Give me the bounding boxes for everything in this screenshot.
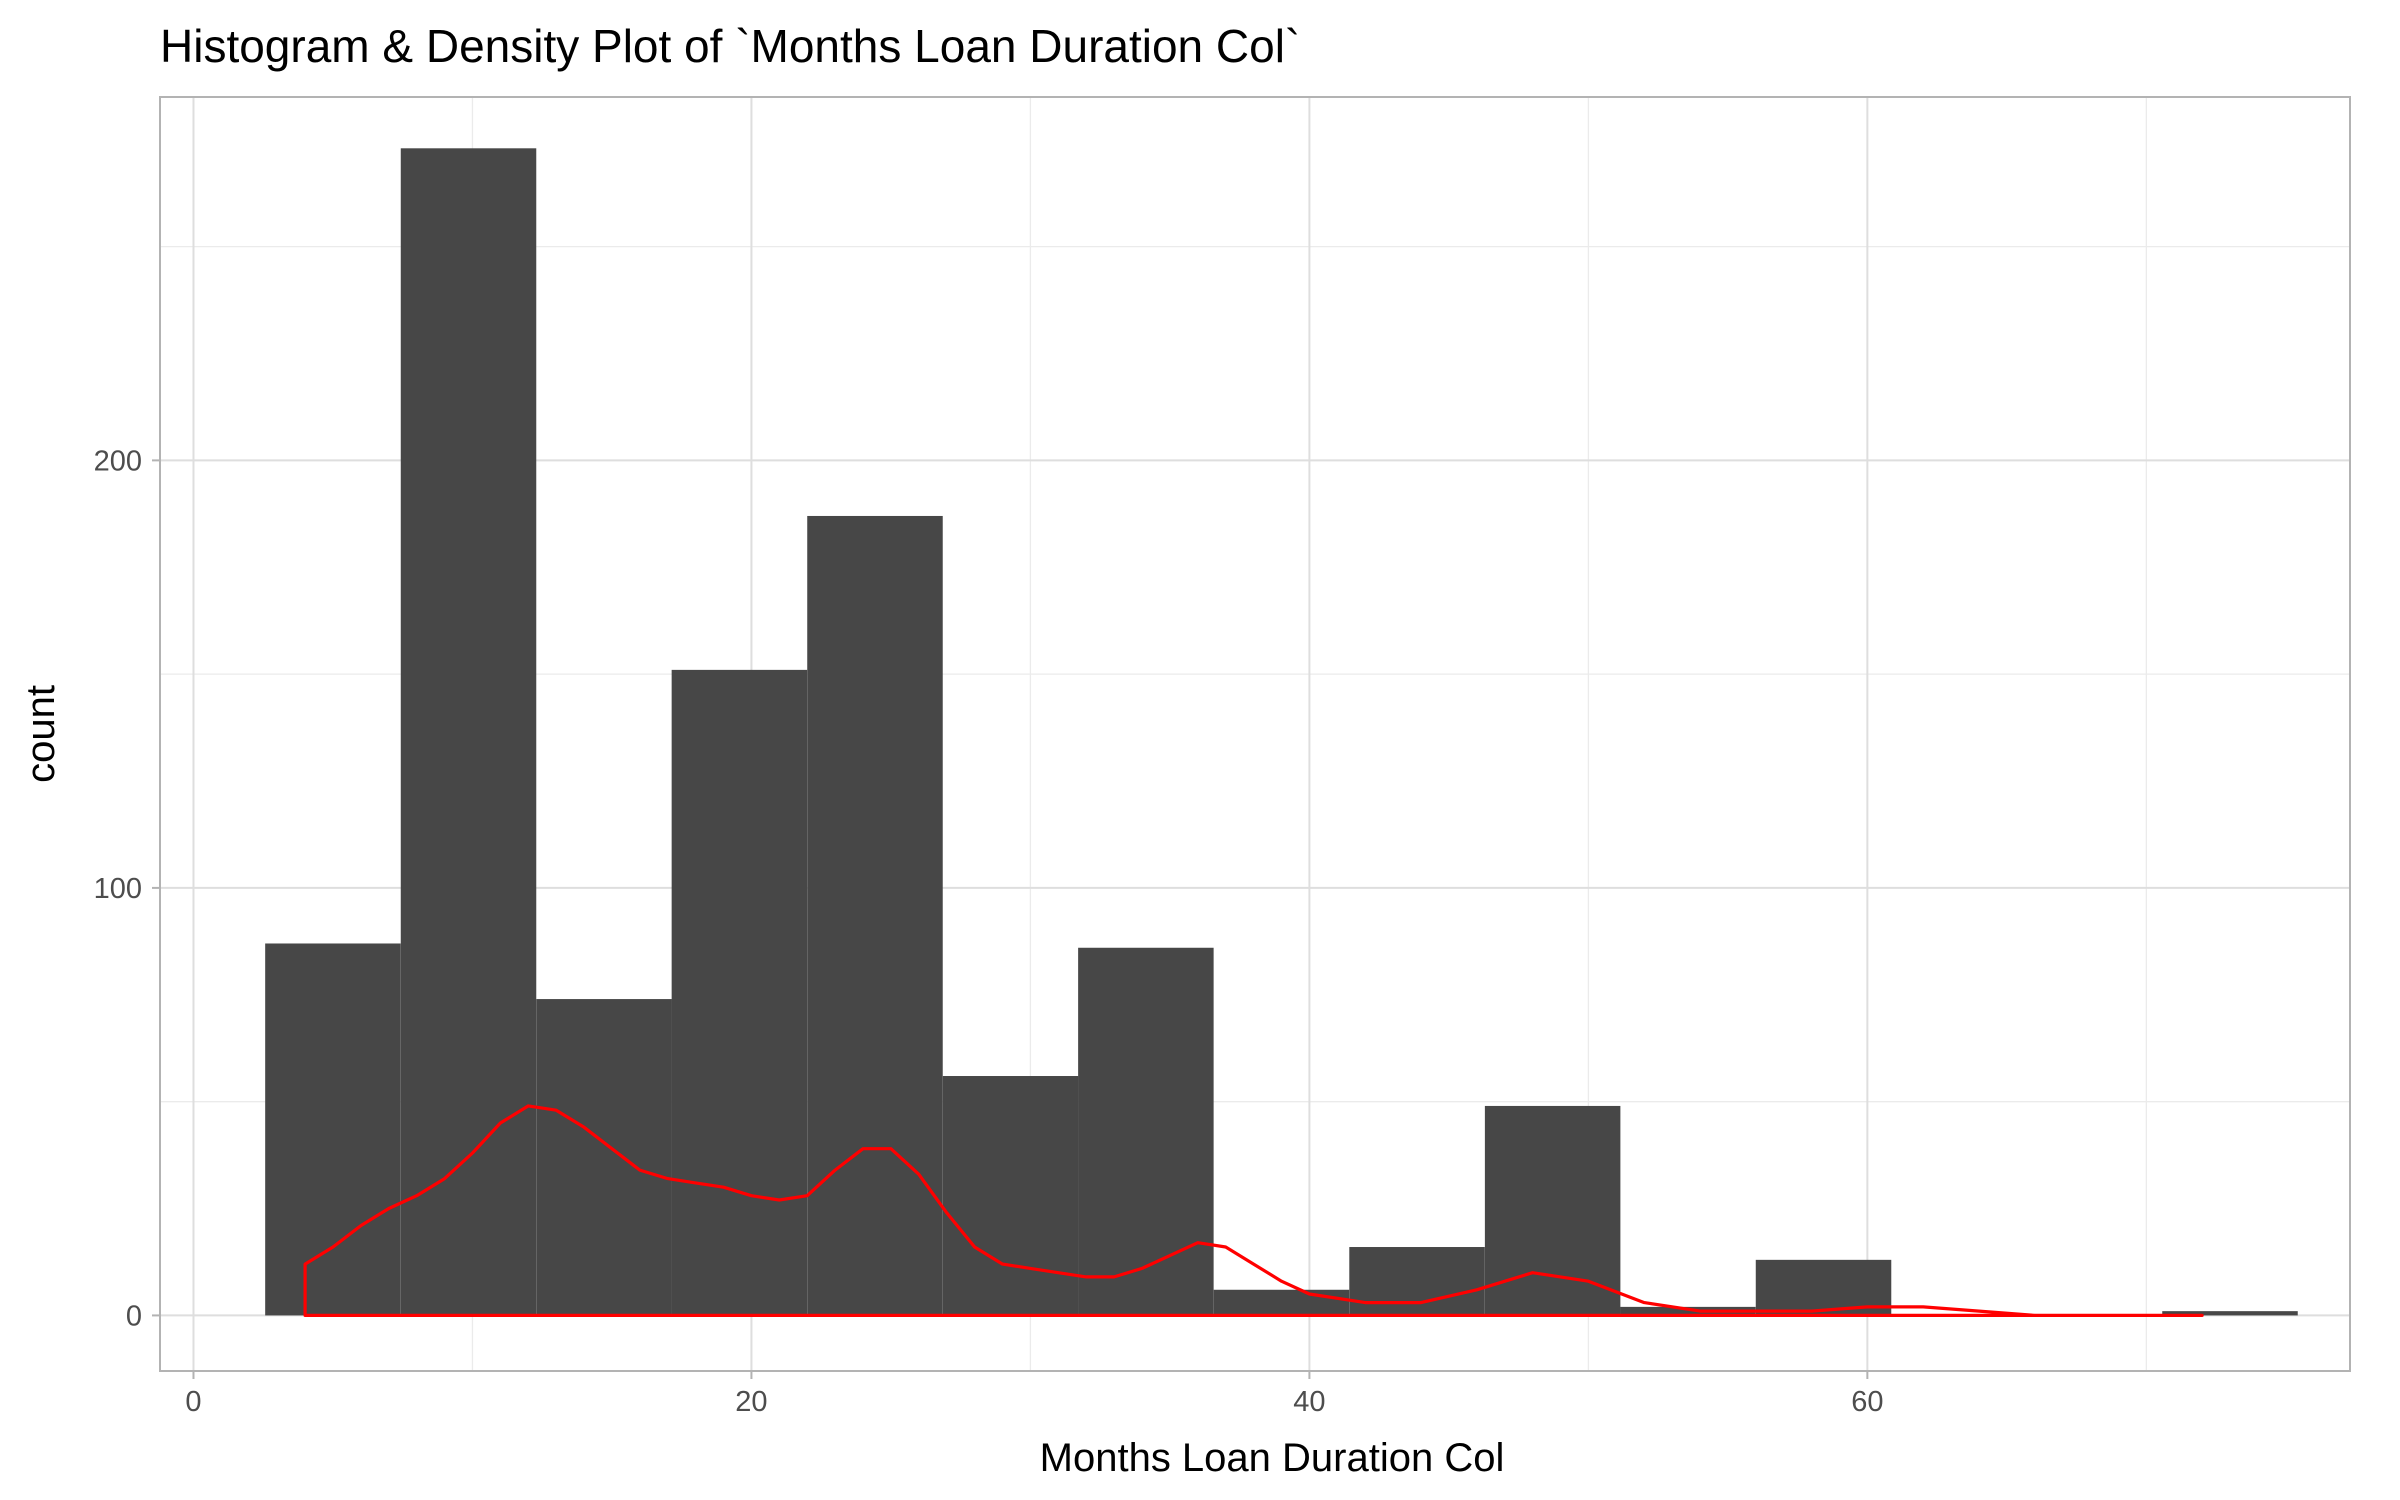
histogram-bar [536,999,672,1316]
histogram-bar [942,1076,1079,1316]
x-tick-label: 60 [1851,1386,1883,1418]
x-tick-label: 40 [1293,1386,1325,1418]
y-tick-label: 200 [94,445,142,477]
y-tick-label: 100 [94,873,142,905]
histogram-bar [2162,1311,2298,1316]
plot-border [159,96,2351,1372]
x-tick-label: 0 [185,1386,201,1418]
histogram-bar [807,515,943,1316]
density-curve [303,1104,2204,1317]
histogram-bar [1349,1247,1485,1316]
histogram-bars [265,148,2298,1317]
histogram-bar [671,669,808,1316]
histogram-bar [1620,1306,1756,1316]
x-axis-label: Months Loan Duration Col [1040,1436,1505,1480]
density-curve-layer [303,1104,2204,1317]
histogram-bar [400,148,537,1316]
y-tick-label: 0 [126,1300,142,1332]
histogram-bar [265,943,401,1316]
axis-ticks: 0 20 40 60 0 100 200 [94,445,1884,1418]
y-axis-label: count [19,685,63,783]
histogram-bar [1078,947,1214,1316]
histogram-bar [1213,1289,1350,1316]
chart-title: Histogram & Density Plot of `Months Loan… [160,20,1300,72]
x-tick-label: 20 [735,1386,767,1418]
